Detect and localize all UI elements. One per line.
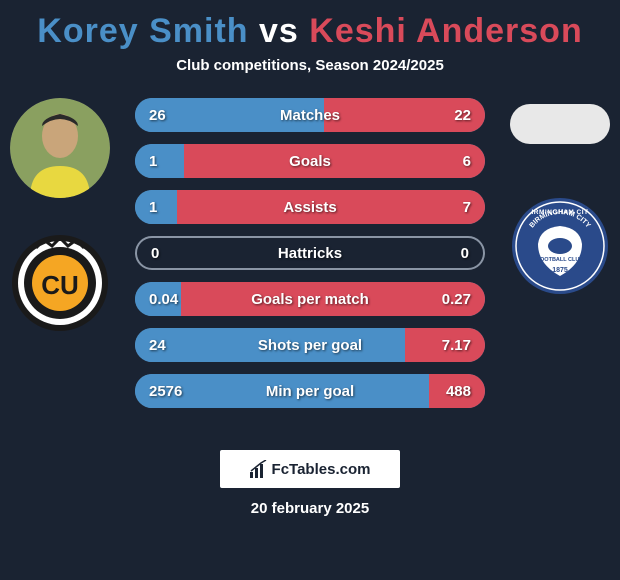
fctables-logo: FcTables.com	[220, 450, 400, 488]
comparison-title: Korey Smith vs Keshi Anderson	[0, 0, 620, 51]
stat-row: 0.040.27Goals per match	[135, 282, 485, 316]
stat-label: Goals	[135, 153, 485, 170]
stat-row: 2622Matches	[135, 98, 485, 132]
footer-logo-text: FcTables.com	[272, 461, 371, 478]
stat-label: Goals per match	[135, 291, 485, 308]
player2-avatar	[510, 104, 610, 144]
player-right-column: BIRMINGHAM CITY FOOTBALL CLUB · 1875 · I…	[500, 98, 620, 306]
vs-text: vs	[259, 12, 299, 50]
stats-container: 2622Matches 16Goals 17Assists 00Hattricks 0.…	[135, 98, 485, 420]
svg-text:· 1875 ·: · 1875 ·	[548, 267, 572, 274]
svg-text:IRMINGHAM CIT: IRMINGHAM CIT	[531, 209, 588, 216]
player1-name: Korey Smith	[37, 12, 248, 50]
stat-row: 247.17Shots per goal	[135, 328, 485, 362]
subtitle: Club competitions, Season 2024/2025	[0, 57, 620, 74]
footer-date: 20 february 2025	[0, 500, 620, 517]
svg-text:FOOTBALL CLUB: FOOTBALL CLUB	[537, 257, 584, 263]
player1-avatar	[10, 98, 110, 198]
stat-row: 00Hattricks	[135, 236, 485, 270]
stat-label: Min per goal	[135, 383, 485, 400]
club-left-text: CU	[41, 270, 79, 300]
player-left-column: CU	[0, 98, 120, 338]
stat-label: Shots per goal	[135, 337, 485, 354]
player1-club-badge: CU	[10, 228, 110, 338]
stat-label: Assists	[135, 199, 485, 216]
player2-name: Keshi Anderson	[309, 12, 582, 50]
player2-club-badge: BIRMINGHAM CITY FOOTBALL CLUB · 1875 · I…	[510, 196, 610, 306]
stat-row: 2576488Min per goal	[135, 374, 485, 408]
stat-row: 17Assists	[135, 190, 485, 224]
stat-label: Matches	[135, 107, 485, 124]
comparison-area: CU BIRMINGHAM CITY FOOTBALL CLUB · 1875 …	[0, 98, 620, 438]
stat-label: Hattricks	[137, 245, 483, 262]
stat-row: 16Goals	[135, 144, 485, 178]
